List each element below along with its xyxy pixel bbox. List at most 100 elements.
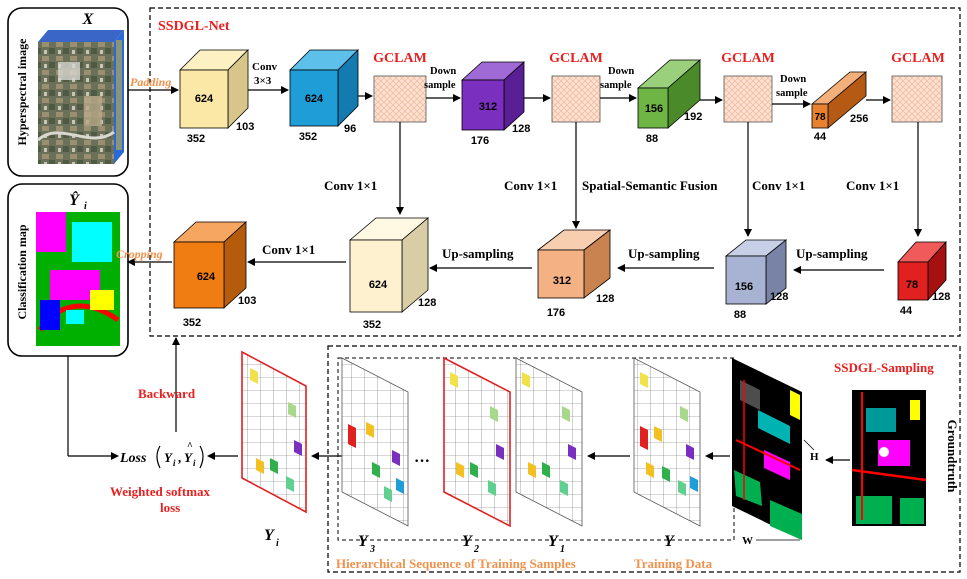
y2-grid <box>443 356 511 528</box>
conv1x1-v-4: Conv 1×1 <box>846 178 899 193</box>
y3-grid <box>341 357 409 527</box>
loss-yhat: Y <box>184 450 193 465</box>
conv3x3-label-2: 3×3 <box>254 75 272 87</box>
hyperspectral-cube-image <box>36 30 124 164</box>
yi-label: Y <box>264 527 275 544</box>
loss-hat: ^ <box>187 441 193 452</box>
training-data-image <box>732 358 802 540</box>
ssdgl-net-box <box>149 7 961 337</box>
backward-label: Backward <box>138 386 196 401</box>
loss-word: Loss <box>119 451 147 466</box>
encoder-cube-4: 156 88 192 <box>636 59 702 145</box>
input-label: Hyperspectral image <box>15 38 29 146</box>
downsample-3b: sample <box>776 88 808 99</box>
cube-out-bottom: 352 <box>183 317 201 329</box>
cube-d3-front: 156 <box>735 281 753 293</box>
cube-4-side: 192 <box>684 111 702 123</box>
output-symbol: Ŷ <box>69 190 80 209</box>
weighted-label-2: loss <box>160 500 180 515</box>
gclam-2-block <box>551 75 601 123</box>
sampling-title: SSDGL-Sampling <box>834 360 934 375</box>
loss-comma: , <box>178 450 181 465</box>
w-label: W <box>742 535 753 547</box>
spatial-semantic-fusion: Spatial-Semantic Fusion <box>582 178 718 193</box>
cube-3-bottom: 176 <box>471 135 489 147</box>
decoder-cube-out: 624 352 103 <box>172 221 256 329</box>
conv1x1-v-1: Conv 1×1 <box>324 178 377 193</box>
downsample-1a: Down <box>430 66 456 77</box>
cube-d2-bottom: 176 <box>547 307 565 319</box>
cube-2-front: 624 <box>305 93 324 105</box>
conv1x1-v-3: Conv 1×1 <box>752 178 805 193</box>
encoder-cube-2: 624 352 96 <box>289 49 359 143</box>
cube-5-bottom: 44 <box>814 131 827 143</box>
cube-1-front: 624 <box>195 93 214 105</box>
gclam-3-block <box>723 75 773 123</box>
cube-d3-side: 128 <box>770 291 788 303</box>
y2-label: Y <box>462 533 473 550</box>
downsample-3a: Down <box>780 74 806 85</box>
cube-out-side: 103 <box>238 295 256 307</box>
y-grid <box>633 357 701 527</box>
loss-y: Y <box>164 450 173 465</box>
h-label: H <box>810 451 819 463</box>
cube-4-front: 156 <box>645 103 663 115</box>
y3-label: Y <box>358 533 369 550</box>
input-symbol: X <box>82 11 94 28</box>
output-panel: Ŷ i Classification map <box>7 183 129 357</box>
yi-grid <box>241 350 307 514</box>
cropping-label: Cropping <box>116 247 163 261</box>
cube-2-bottom: 352 <box>299 131 317 143</box>
cube-d4-side: 128 <box>932 291 950 303</box>
cube-d4-bottom: 44 <box>900 305 913 317</box>
loss-y-sub: i <box>173 458 176 468</box>
cube-3-side: 128 <box>512 123 530 135</box>
groundtruth-label: Groundtruth <box>945 420 960 493</box>
training-data-label: Training Data <box>634 556 713 571</box>
ssdgl-sampling-box <box>327 345 961 573</box>
cube-d4-front: 78 <box>906 279 918 291</box>
cube-3-front: 312 <box>479 101 497 113</box>
upsampling-3: Up-sampling <box>442 246 514 261</box>
encoder-cube-5: 78 44 256 <box>810 71 868 143</box>
cube-1-bottom: 352 <box>187 133 205 145</box>
y1-sub: 1 <box>560 544 565 555</box>
cube-d1-side: 128 <box>418 297 436 309</box>
h-leader <box>803 439 815 451</box>
cube-out-front: 624 <box>197 271 216 283</box>
cube-2-side: 96 <box>344 123 356 135</box>
decoder-cube-2: 312 176 128 <box>536 229 614 319</box>
y1-grid <box>515 357 583 527</box>
downsample-2b: sample <box>600 80 632 91</box>
gclam-3-label: GCLAM <box>721 51 775 66</box>
decoder-cube-4: 78 44 128 <box>897 240 950 317</box>
input-panel: X Hyperspectral image <box>7 7 129 177</box>
cube-d1-front: 624 <box>369 279 388 291</box>
sequence-dots: ··· <box>414 453 430 470</box>
conv1x1-v-2: Conv 1×1 <box>504 178 557 193</box>
cube-d3-bottom: 88 <box>734 309 746 321</box>
y-label: Y <box>664 533 675 550</box>
gclam-1-block <box>373 75 427 123</box>
decoder-cube-3: 156 88 128 <box>724 239 788 321</box>
output-label: Classification map <box>15 224 29 319</box>
encoder-cube-3: 312 176 128 <box>460 61 530 147</box>
ssdgl-net-title: SSDGL-Net <box>158 19 230 34</box>
loss-yhat-sub: i <box>193 458 196 468</box>
padding-label: Padding <box>130 75 171 89</box>
downsample-2a: Down <box>608 66 634 77</box>
cube-5-front: 78 <box>814 112 826 123</box>
conv1x1-out: Conv 1×1 <box>262 242 315 257</box>
groundtruth-image <box>851 390 927 526</box>
cube-d2-front: 312 <box>553 275 571 287</box>
hierarchical-label: Hierarchical Sequence of Training Sample… <box>336 556 576 571</box>
upsampling-1: Up-sampling <box>796 246 868 261</box>
output-subscript: i <box>84 201 87 212</box>
yi-sub: i <box>276 538 279 549</box>
loss-formula: Loss Y i , Y ^ i <box>119 441 204 469</box>
gclam-2-label: GCLAM <box>549 51 603 66</box>
cube-d2-side: 128 <box>596 293 614 305</box>
conv3x3-label-1: Conv <box>252 61 278 73</box>
cube-1-side: 103 <box>236 121 254 133</box>
